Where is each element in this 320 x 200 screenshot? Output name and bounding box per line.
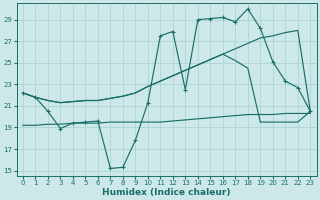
X-axis label: Humidex (Indice chaleur): Humidex (Indice chaleur): [102, 188, 231, 197]
